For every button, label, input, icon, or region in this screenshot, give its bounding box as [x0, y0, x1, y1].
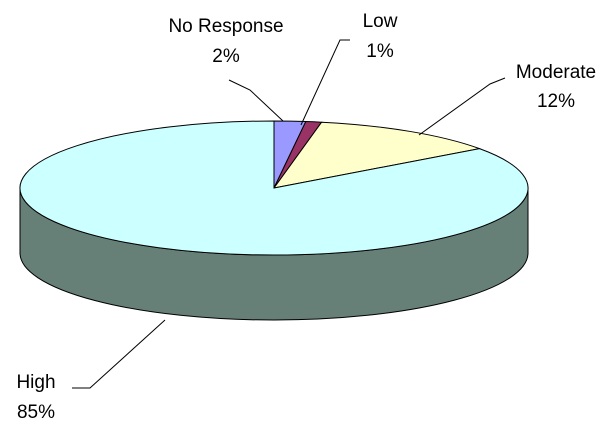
leader-lines [72, 39, 506, 389]
slice-label-high-pct: 85% [17, 402, 55, 423]
leader-line-no-response [228, 79, 284, 122]
leader-line-moderate [418, 77, 506, 136]
slice-label-low-name: Low [363, 11, 398, 32]
leader-line-low [300, 39, 350, 126]
slice-label-no-response-name: No Response [168, 16, 283, 37]
slice-high [19, 120, 529, 256]
pie-top-slices [19, 120, 529, 256]
leader-line-high [72, 319, 166, 389]
slice-label-high-name: High [16, 372, 55, 393]
slice-label-moderate-name: Moderate [516, 62, 596, 83]
slice-label-moderate-pct: 12% [537, 91, 575, 112]
slice-label-low-pct: 1% [366, 41, 394, 62]
slice-moderate [272, 121, 482, 189]
slice-label-no-response-pct: 2% [212, 46, 240, 67]
